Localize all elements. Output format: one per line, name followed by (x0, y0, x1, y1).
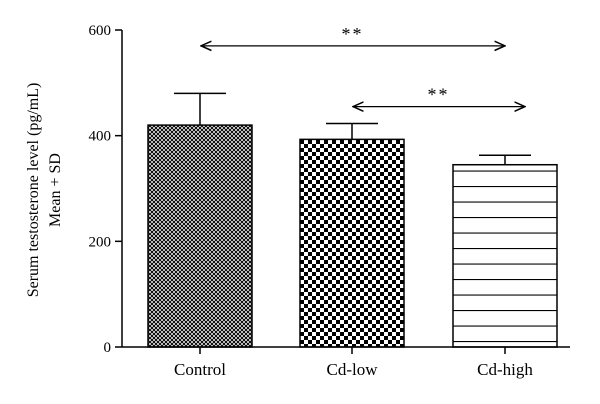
significance-bracket: ** (353, 85, 525, 107)
y-axis-label-line1: Serum testosterone level (pg/mL) (25, 83, 42, 298)
x-tick-label: Control (174, 360, 226, 379)
significance-label: ** (342, 24, 364, 44)
significance-bracket: ** (201, 24, 505, 46)
x-tick-label: Cd-low (327, 360, 379, 379)
y-tick-label: 200 (89, 234, 112, 250)
bars (147, 124, 558, 348)
significance-label: ** (428, 85, 450, 105)
x-axis: Control Cd-low Cd-high (122, 346, 570, 379)
y-tick-label: 400 (89, 129, 112, 145)
y-tick-label: 600 (89, 23, 112, 39)
x-tick-label: Cd-high (477, 360, 533, 379)
bar-cd-high (452, 163, 558, 348)
significance-annotations: ** ** (201, 24, 525, 107)
y-axis: 0 200 400 600 (89, 23, 123, 356)
y-tick-label: 0 (104, 340, 112, 356)
y-axis-title: Serum testosterone level (pg/mL) Mean + … (25, 83, 64, 298)
bar-control (147, 124, 253, 348)
y-axis-label-line2: Mean + SD (47, 153, 64, 227)
bar-cd-low (299, 138, 405, 348)
error-bar-cd-high (479, 154, 531, 165)
error-bar-cd-low (326, 122, 378, 140)
error-bar-control (174, 92, 226, 126)
error-bars (174, 92, 531, 165)
